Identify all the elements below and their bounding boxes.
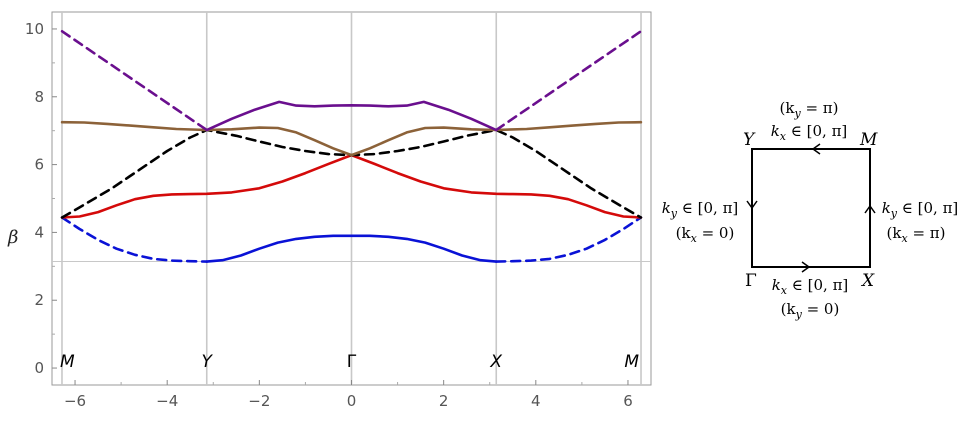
band-series-0 xyxy=(205,234,498,263)
x-tick-label-0: −6 xyxy=(64,392,86,410)
y-tick-label-2: 4 xyxy=(34,223,44,241)
band-structure-chart: −6 −4 −2 0 2 4 6 0 2 4 6 8 10 M Y Γ X M β xyxy=(7,11,652,410)
bz-left-label-1: ky ∈ [0, π] xyxy=(662,199,739,220)
x-tick-label-5: 4 xyxy=(531,392,541,410)
bz-corner-M: M xyxy=(859,130,878,150)
high-symmetry-label-2: Γ xyxy=(347,352,357,372)
arrow-right-up-icon xyxy=(864,204,876,214)
y-tick-label-1: 2 xyxy=(34,291,44,309)
band-series-1 xyxy=(60,216,209,263)
arrow-bottom-right-icon xyxy=(801,261,811,273)
bz-corner-Y: Y xyxy=(743,130,756,150)
bz-corner-Gamma: Γ xyxy=(745,271,757,291)
band-series-2 xyxy=(494,216,643,263)
x-tick-label-1: −4 xyxy=(156,392,178,410)
bz-bottom-label-2: (ky = 0) xyxy=(781,300,840,321)
x-tick-label-4: 2 xyxy=(439,392,449,410)
band-series-5 xyxy=(60,120,643,157)
bz-top-label-1: (ky = π) xyxy=(780,99,839,120)
high-symmetry-label-4: M xyxy=(624,352,639,372)
bz-corner-X: X xyxy=(860,271,875,291)
band-series-8 xyxy=(494,30,643,132)
band-series-7 xyxy=(60,30,209,132)
y-tick-label-0: 0 xyxy=(34,359,44,377)
x-tick-label-2: −2 xyxy=(248,392,270,410)
high-symmetry-label-0: M xyxy=(60,352,75,372)
arrow-top-left-icon xyxy=(811,143,821,155)
brillouin-zone-diagram: (ky = π) kx ∈ [0, π] Y M Γ X ky ∈ [0, π]… xyxy=(662,99,959,321)
bz-bottom-label-1: kx ∈ [0, π] xyxy=(772,276,849,297)
y-tick-label-5: 10 xyxy=(25,20,44,38)
x-tick-label-6: 6 xyxy=(623,392,633,410)
y-axis-label: β xyxy=(7,227,18,248)
band-series-6 xyxy=(205,100,498,132)
bz-right-label-2: (kx = π) xyxy=(887,224,946,245)
y-tick-label-3: 6 xyxy=(34,156,44,174)
x-tick-label-3: 0 xyxy=(347,392,357,410)
bz-path-square xyxy=(751,148,871,268)
bz-top-label-2: kx ∈ [0, π] xyxy=(771,122,848,143)
bz-left-label-2: (kx = 0) xyxy=(676,224,735,245)
bz-right-label-1: ky ∈ [0, π] xyxy=(882,199,959,220)
high-symmetry-label-3: X xyxy=(489,352,502,372)
high-symmetry-label-1: Y xyxy=(202,352,214,372)
y-tick-label-4: 8 xyxy=(34,88,44,106)
arrow-left-down-icon xyxy=(746,200,758,210)
